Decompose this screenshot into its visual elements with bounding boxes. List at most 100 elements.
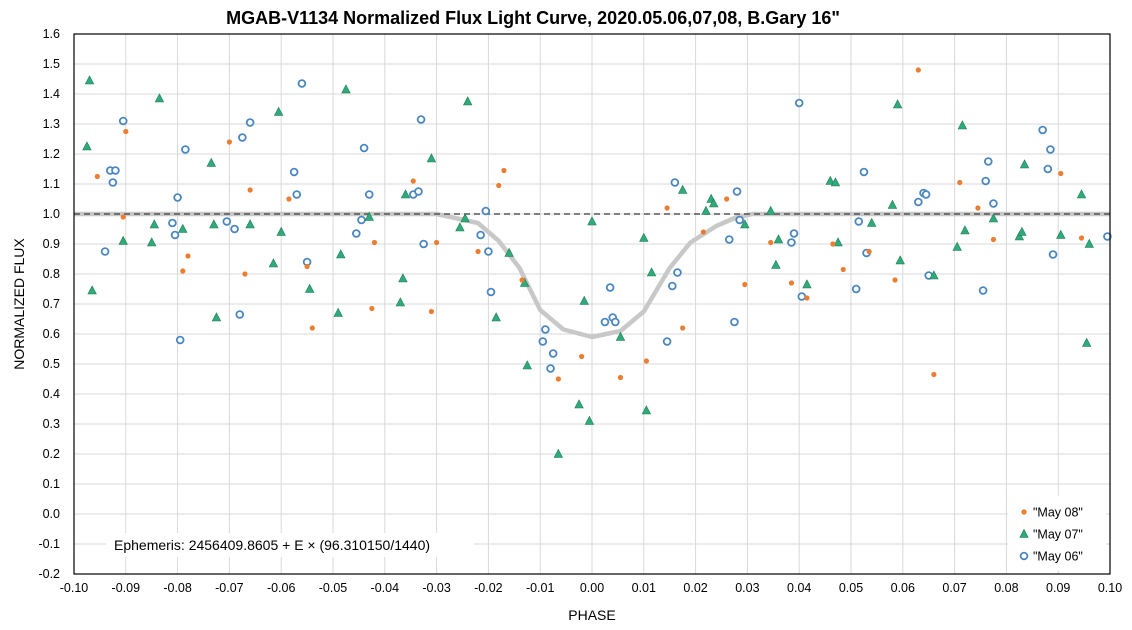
may-07-point (1056, 229, 1066, 239)
may-06-point (476, 230, 485, 240)
may-06-point (914, 197, 923, 207)
may-07-point (400, 189, 411, 199)
chart-title: MGAB-V1134 Normalized Flux Light Curve, … (226, 8, 840, 28)
may-07-point (892, 99, 903, 109)
x-tick-label: -0.05 (319, 581, 348, 595)
may-07-point (740, 219, 750, 229)
may-06-point (175, 335, 185, 345)
may-07-point (154, 93, 165, 103)
may-07-point (802, 279, 812, 289)
may-06-point (222, 217, 232, 226)
may-07-point (209, 219, 219, 229)
may-06-point (978, 286, 988, 295)
x-tick-label: 0.01 (632, 581, 656, 595)
may-06-point (419, 239, 428, 249)
may-07-point (178, 223, 188, 233)
may-06-point (732, 187, 742, 196)
may-08-point (309, 325, 315, 331)
may-06-point (359, 143, 369, 153)
may-06-point (1048, 250, 1058, 259)
may-07-point (773, 234, 784, 244)
may-06-point (364, 190, 374, 199)
may-07-point (491, 312, 501, 322)
may-06-point (486, 287, 496, 297)
may-06-point (989, 199, 998, 208)
may-06-point (108, 178, 118, 187)
may-06-point (854, 217, 864, 226)
may-06-point (416, 115, 426, 124)
may-06-point (1038, 125, 1047, 135)
y-tick-label: 0.2 (43, 447, 60, 461)
may-07-point (988, 213, 999, 223)
may-07-point (87, 285, 97, 295)
may-08-point (1078, 235, 1085, 241)
may-07-point (522, 360, 532, 370)
may-07-point (206, 157, 216, 167)
y-tick-label: 1.3 (43, 117, 60, 131)
may-08-point (975, 205, 981, 211)
may-07-point (1017, 226, 1027, 236)
may-08-point (369, 305, 375, 312)
may-08-point (892, 277, 898, 283)
model-curve (74, 211, 1110, 340)
x-tick-label: -0.06 (267, 581, 296, 595)
may-07-point (1014, 231, 1025, 241)
may-06-point (670, 178, 680, 187)
may-08-point (475, 248, 481, 255)
may-07-point (1081, 337, 1092, 347)
may-06-point (414, 187, 423, 196)
x-tick-label: -0.09 (112, 581, 141, 595)
may-07-point (84, 75, 95, 85)
may-07-point (709, 198, 719, 208)
may-07-point (333, 307, 343, 317)
y-tick-label: 0.5 (43, 357, 60, 371)
y-tick-label: 0.1 (43, 477, 60, 491)
may-07-point (574, 399, 584, 409)
may-07-point (118, 235, 128, 245)
x-tick-label: -0.08 (163, 581, 192, 595)
y-tick-labels: -0.2 -0.1 0.0 0.1 0.2 0.3 0.4 0.5 0.6 0.7 0.8 0.9 1.… (38, 27, 60, 581)
may-07-point (553, 448, 564, 458)
may-08-point (410, 178, 416, 184)
y-tick-label: 0.3 (43, 417, 60, 431)
may-06-point (181, 145, 190, 154)
y-tick-label: 0.7 (43, 297, 60, 311)
may-07-point (1076, 189, 1087, 199)
may-07-point (701, 205, 711, 215)
may-07-point (245, 219, 255, 229)
may-07-point (677, 184, 688, 194)
may-06-point (484, 247, 493, 256)
may-06-point (481, 206, 491, 216)
may-06-point (789, 229, 799, 238)
may-07-point (960, 225, 970, 235)
may-08-point (680, 325, 686, 331)
may-07-point (1019, 159, 1030, 169)
may-08-point (804, 295, 810, 301)
plot-frame (73, 33, 1111, 575)
may-06-point (611, 317, 620, 327)
x-tick-label: 0.03 (735, 581, 759, 595)
x-axis-label: PHASE (568, 607, 615, 623)
may-06-point (921, 190, 931, 199)
may-06-point (170, 230, 180, 240)
may-06-point (245, 118, 255, 127)
may-06-point (662, 337, 672, 346)
y-tick-label: -0.2 (38, 567, 60, 581)
data-points-layer (82, 67, 1112, 458)
may-07-point (825, 175, 835, 185)
may-07-point (504, 247, 514, 257)
may-07-point (460, 213, 470, 223)
may-06-point (981, 176, 990, 186)
may-08-point (664, 205, 670, 211)
may-07-point (641, 405, 652, 415)
may-07-point (268, 258, 279, 268)
may-07-point (766, 205, 776, 215)
may-08-point (185, 253, 191, 259)
may-08-point (788, 280, 795, 286)
may-08-point (180, 268, 186, 274)
may-08-point (120, 214, 126, 220)
x-tick-label: 0.04 (787, 581, 811, 595)
x-tick-label: -0.07 (215, 581, 244, 595)
may-08-point (866, 248, 872, 255)
